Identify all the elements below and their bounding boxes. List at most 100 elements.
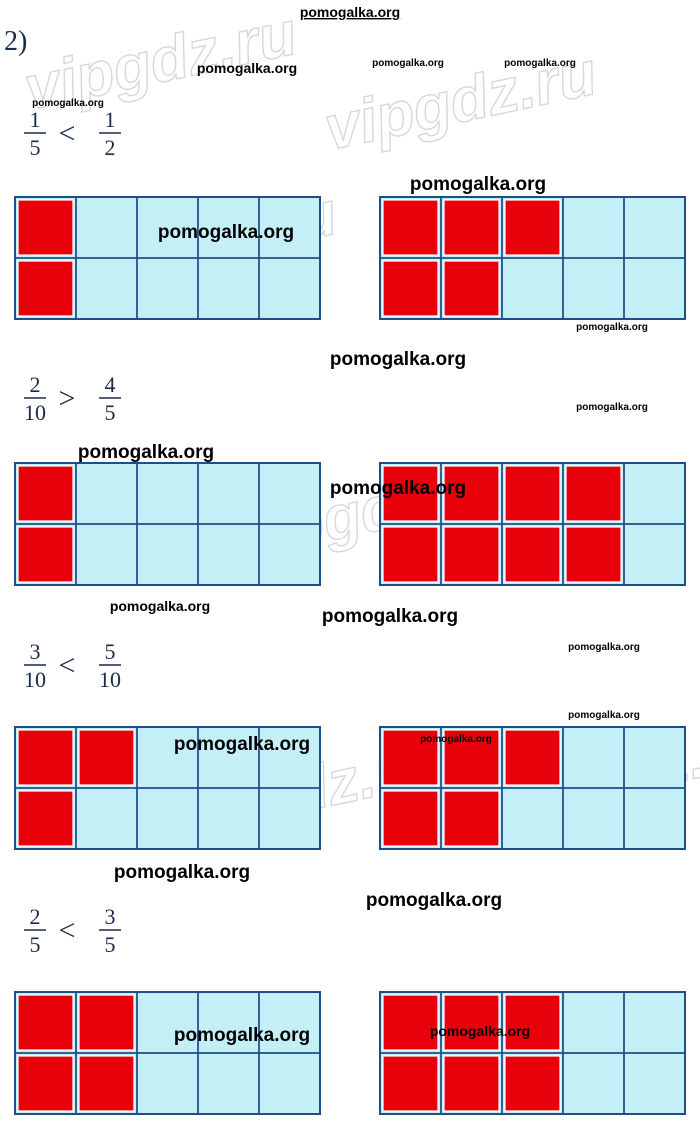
fraction-grid [379, 991, 686, 1115]
fraction-grid [379, 462, 686, 586]
watermark: pomogalka.org [330, 478, 466, 499]
grid-cell [623, 257, 686, 320]
red-cell [504, 526, 561, 583]
red-cell [382, 465, 439, 522]
exercise: 3 10 <5 10 [14, 639, 686, 850]
red-cell [382, 994, 439, 1051]
comparison-sign: > [59, 382, 76, 415]
fraction-grid [14, 991, 321, 1115]
numerator: 1 [105, 107, 116, 132]
red-cell [443, 1055, 500, 1112]
watermark: pomogalka.org [576, 322, 648, 333]
background-watermarks: vipgdz.ruvipgdz.ruvipgdz.ruvipgdz.ruvipg… [18, 0, 700, 854]
watermark: pomogalka.org [568, 642, 640, 653]
grid-cell [258, 523, 321, 586]
exercise: 2 10 >4 5 [14, 372, 686, 586]
fraction-grid [14, 462, 321, 586]
red-cell [78, 994, 135, 1051]
watermark: pomogalka.org [366, 890, 502, 911]
denominator: 5 [30, 135, 41, 160]
watermark: pomogalka.org [197, 60, 297, 76]
exercise: 1 5 <1 2 [14, 107, 686, 320]
red-cell [504, 994, 561, 1051]
red-cell [78, 729, 135, 786]
red-cell [17, 199, 74, 256]
watermark: pomogalka.org [504, 58, 576, 69]
red-cell [17, 790, 74, 847]
watermark: pomogalka.org [372, 58, 444, 69]
exercise: 2 5 <3 5 [14, 904, 686, 1115]
red-cell [443, 526, 500, 583]
numerator: 2 [30, 372, 41, 397]
comparison-sign: < [59, 914, 76, 947]
fraction-grid [14, 726, 321, 850]
watermark: pomogalka.org [576, 402, 648, 413]
watermark: pomogalka.org [174, 734, 310, 755]
red-cell [443, 260, 500, 317]
red-cell [504, 1055, 561, 1112]
watermark: pomogalka.org [420, 734, 492, 745]
watermark: pomogalka.org [300, 4, 400, 20]
denominator: 5 [105, 400, 116, 425]
red-cell [382, 729, 439, 786]
numerator: 5 [105, 639, 116, 664]
red-cell [17, 260, 74, 317]
red-cell [504, 465, 561, 522]
watermark: pomogalka.org [32, 98, 104, 109]
red-cell [565, 465, 622, 522]
numerator: 2 [30, 904, 41, 929]
numerator: 3 [105, 904, 116, 929]
red-cell [565, 526, 622, 583]
grid-cell [258, 257, 321, 320]
numerator: 1 [30, 107, 41, 132]
denominator: 5 [30, 932, 41, 957]
red-cell [443, 199, 500, 256]
red-cell [382, 790, 439, 847]
red-cell [443, 729, 500, 786]
red-cell [17, 526, 74, 583]
watermark: pomogalka.org [322, 606, 458, 627]
red-cell [504, 729, 561, 786]
denominator: 10 [24, 400, 46, 425]
exercises: 1 5 <1 2 2 10 >4 5 3 10 <5 10 2 5 <3 5 [14, 107, 686, 1115]
watermark: pomogalka.org [568, 710, 640, 721]
watermarks: pomogalka.org pomogalka.org pomogalka.org p… [32, 4, 648, 1046]
red-cell [443, 994, 500, 1051]
fraction-grid [14, 196, 321, 320]
watermark: pomogalka.org [174, 1025, 310, 1046]
problem-label: 2) [4, 26, 27, 57]
red-cell [382, 199, 439, 256]
red-cell [504, 199, 561, 256]
fraction-grid [379, 726, 686, 850]
comparison-sign: < [59, 117, 76, 150]
red-cell [17, 465, 74, 522]
watermark: pomogalka.org [430, 1023, 530, 1039]
watermark: pomogalka.org [158, 222, 294, 243]
watermark: pomogalka.org [410, 174, 546, 195]
denominator: 10 [99, 667, 121, 692]
red-cell [382, 260, 439, 317]
comparison-sign: < [59, 649, 76, 682]
watermark: pomogalka.org [78, 442, 214, 463]
red-cell [443, 790, 500, 847]
numerator: 3 [30, 639, 41, 664]
denominator: 5 [105, 932, 116, 957]
grid-cell [623, 523, 686, 586]
red-cell [17, 729, 74, 786]
watermark: pomogalka.org [330, 349, 466, 370]
red-cell [382, 526, 439, 583]
red-cell [443, 465, 500, 522]
denominator: 2 [105, 135, 116, 160]
fraction-grid [379, 196, 686, 320]
red-cell [382, 1055, 439, 1112]
red-cell [17, 1055, 74, 1112]
red-cell [78, 1055, 135, 1112]
red-cell [17, 994, 74, 1051]
numerator: 4 [105, 372, 116, 397]
denominator: 10 [24, 667, 46, 692]
grid-cell [258, 787, 321, 850]
grid-cell [623, 787, 686, 850]
grid-cell [623, 1052, 686, 1115]
watermark: pomogalka.org [114, 862, 250, 883]
